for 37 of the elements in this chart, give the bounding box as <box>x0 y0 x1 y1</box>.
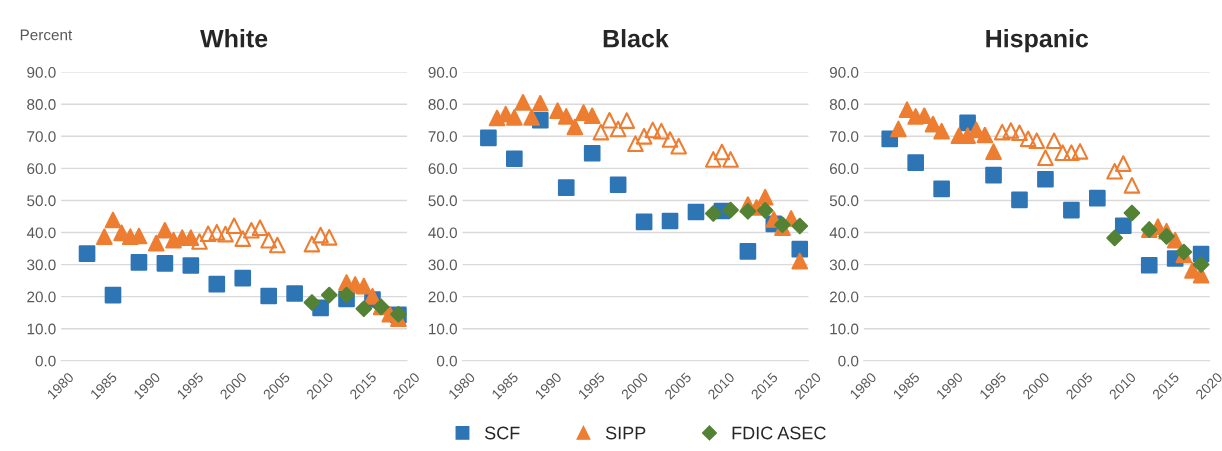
y-tick-label: 0.0 <box>838 355 859 367</box>
y-tick-label: 0.0 <box>35 355 56 367</box>
chart-title: White <box>200 29 268 48</box>
y-tick-label: 70.0 <box>829 131 859 142</box>
y-tick-label: 30.0 <box>829 259 859 271</box>
y-tick-label: 10.0 <box>830 323 859 335</box>
y-tick-label: 60.0 <box>428 163 457 175</box>
y-tick-label: 50.0 <box>829 195 859 207</box>
chart-title: Hispanic <box>986 29 1089 53</box>
legend-label: SIPP <box>605 426 646 440</box>
y-tick-label: 20.0 <box>829 291 859 303</box>
legend-label: FDIC ASEC <box>732 426 826 440</box>
legend-label: SCF <box>484 426 520 440</box>
chart-title: Black <box>603 29 669 48</box>
y-tick-label: 40.0 <box>26 227 56 239</box>
y-tick-label: 50.0 <box>428 195 457 207</box>
y-tick-label: 10.0 <box>429 323 457 335</box>
y-tick-label: 40.0 <box>829 227 859 239</box>
y-tick-label: 50.0 <box>27 195 56 207</box>
y-tick-label: 30.0 <box>27 259 56 271</box>
y-axis-title: Percent <box>20 29 73 41</box>
y-tick-label: 40.0 <box>428 227 457 239</box>
y-tick-label: 90.0 <box>428 67 457 78</box>
y-tick-label: 0.0 <box>436 355 457 367</box>
y-tick-label: 10.0 <box>27 323 56 335</box>
y-tick-label: 60.0 <box>829 163 859 175</box>
y-tick-label: 70.0 <box>428 131 457 142</box>
y-tick-label: 90.0 <box>27 67 56 78</box>
y-tick-label: 80.0 <box>27 99 56 110</box>
y-tick-label: 90.0 <box>829 67 859 78</box>
y-tick-label: 80.0 <box>829 99 859 110</box>
y-tick-label: 20.0 <box>27 291 56 303</box>
y-tick-label: 60.0 <box>27 163 56 175</box>
y-tick-label: 70.0 <box>27 131 56 142</box>
y-tick-label: 30.0 <box>428 259 457 271</box>
y-tick-label: 20.0 <box>428 291 457 303</box>
y-tick-label: 80.0 <box>428 99 457 110</box>
